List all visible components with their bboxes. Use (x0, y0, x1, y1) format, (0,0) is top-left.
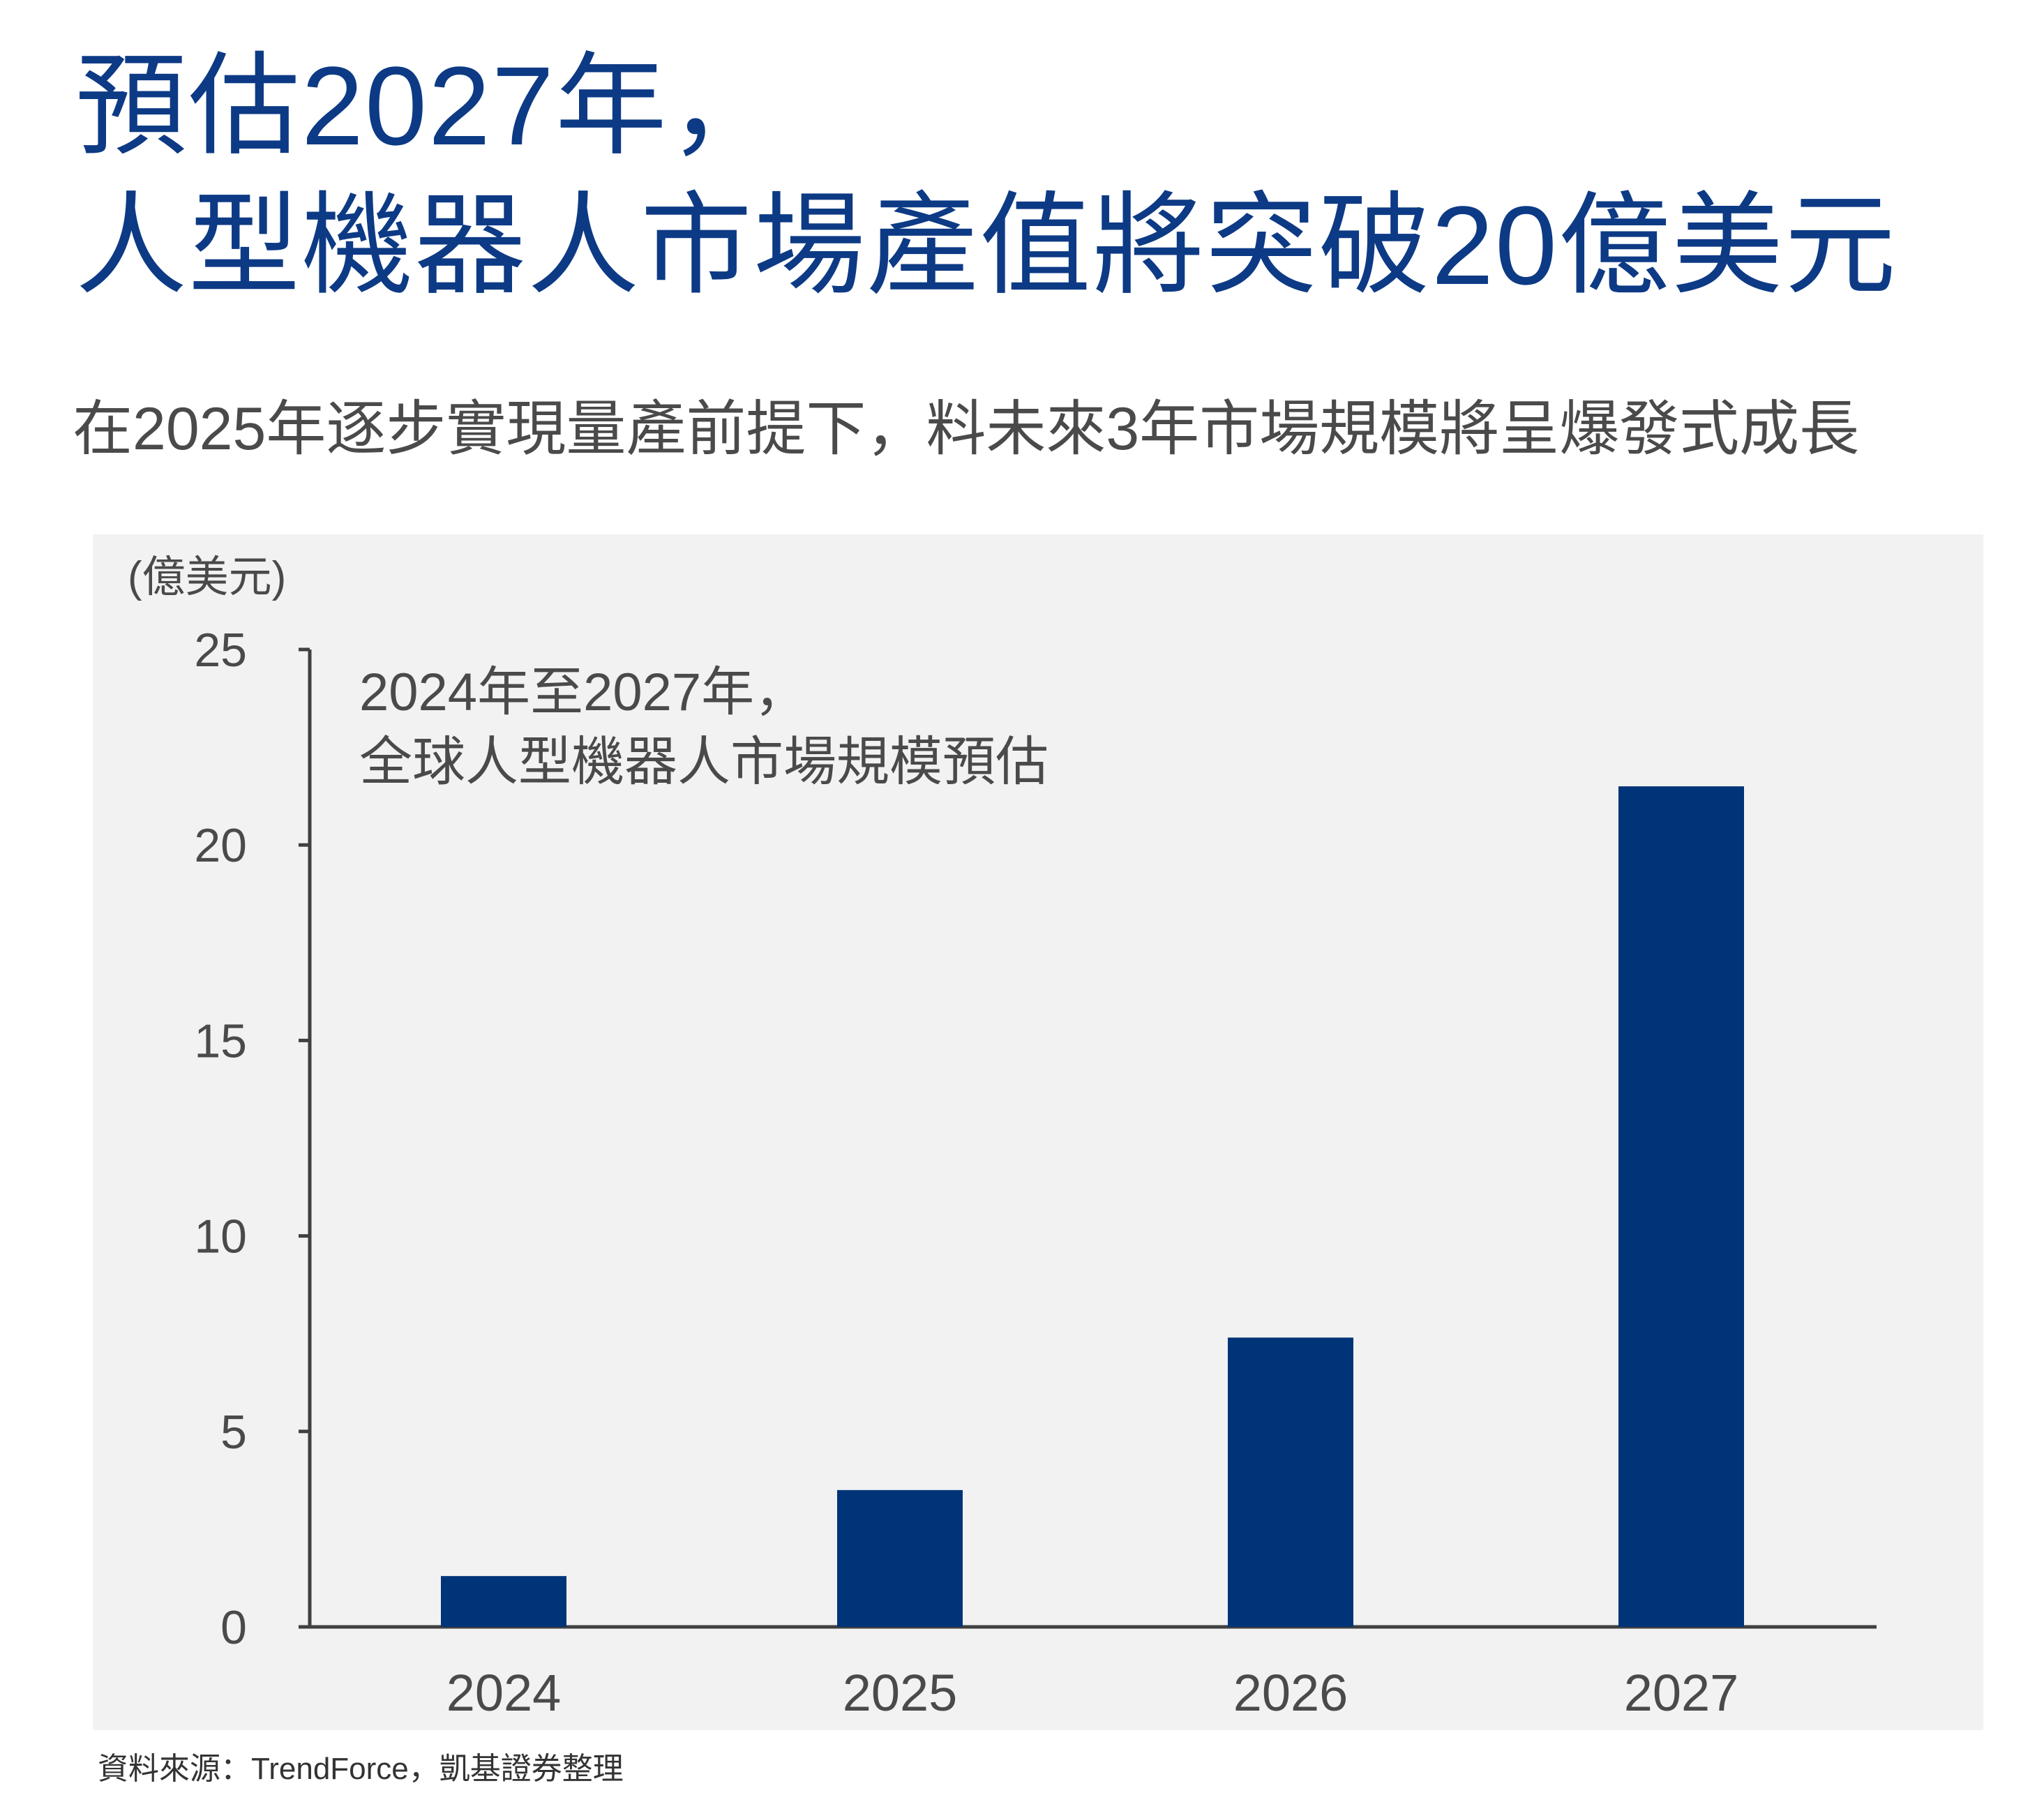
bar-2025 (837, 1489, 963, 1627)
chart-title-line-2: 全球人型機器人市場規模預估 (359, 733, 1049, 792)
page-subtitle: 在2025年逐步實現量產前提下，料未來3年市場規模將呈爆發式成長 (73, 396, 1860, 463)
chart-bars (441, 786, 1744, 1627)
page-title-line-1: 預估2027年， (75, 43, 781, 168)
y-tick-label: 5 (220, 1406, 247, 1459)
chart-title-line-1: 2024年至2027年， (359, 663, 807, 722)
x-tick-label: 2027 (1624, 1664, 1739, 1722)
page-title-line-2: 人型機器人市場產值將突破20億美元 (75, 183, 1898, 308)
y-axis-label: (億美元) (128, 553, 286, 601)
source-note: 資料來源：TrendForce，凱基證券整理 (98, 1752, 624, 1786)
bar-2024 (441, 1576, 566, 1627)
x-tick-label: 2024 (446, 1664, 562, 1722)
y-tick-label: 25 (194, 624, 247, 677)
y-tick-label: 10 (194, 1210, 247, 1263)
bar-2026 (1228, 1337, 1353, 1627)
y-tick-label: 20 (194, 819, 247, 872)
y-tick-label: 15 (194, 1014, 247, 1067)
y-tick-label: 0 (220, 1601, 247, 1654)
page-title: 預估2027年， 人型機器人市場產值將突破20億美元 (75, 36, 1898, 315)
x-tick-label: 2026 (1233, 1664, 1348, 1722)
bar-2027 (1618, 786, 1744, 1627)
x-tick-label: 2025 (843, 1664, 958, 1722)
